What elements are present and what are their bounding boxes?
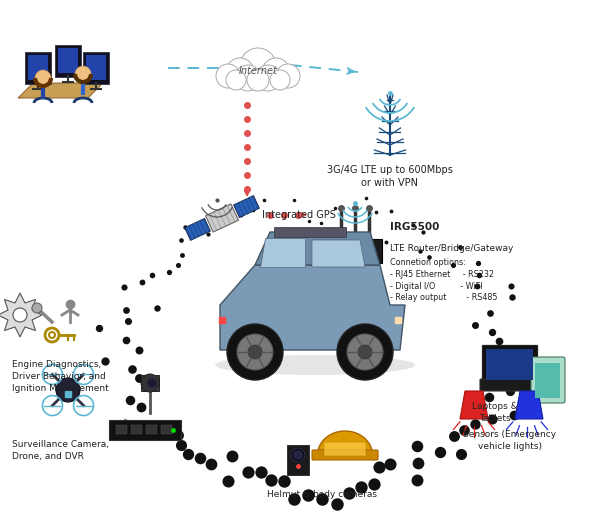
- FancyBboxPatch shape: [83, 52, 109, 84]
- FancyBboxPatch shape: [536, 362, 561, 397]
- Polygon shape: [0, 293, 42, 337]
- FancyBboxPatch shape: [531, 357, 565, 403]
- Circle shape: [75, 66, 91, 82]
- Circle shape: [13, 308, 27, 322]
- Circle shape: [235, 65, 261, 91]
- Circle shape: [240, 48, 276, 84]
- Text: Sensors (Emergency
vehicle lights): Sensors (Emergency vehicle lights): [463, 430, 556, 451]
- Circle shape: [347, 334, 383, 370]
- Circle shape: [226, 70, 246, 90]
- FancyBboxPatch shape: [324, 442, 366, 456]
- FancyBboxPatch shape: [116, 425, 128, 434]
- FancyBboxPatch shape: [487, 348, 534, 379]
- Circle shape: [35, 70, 51, 86]
- Circle shape: [227, 324, 283, 380]
- Text: Laptops &
Tablets: Laptops & Tablets: [472, 402, 518, 423]
- Polygon shape: [260, 238, 305, 267]
- Circle shape: [294, 451, 302, 459]
- Circle shape: [56, 378, 80, 402]
- Circle shape: [255, 65, 281, 91]
- FancyBboxPatch shape: [109, 420, 181, 440]
- Polygon shape: [318, 431, 373, 455]
- Circle shape: [237, 334, 273, 370]
- Text: Surveillance Camera,
Drone, and DVR: Surveillance Camera, Drone, and DVR: [12, 440, 109, 461]
- Polygon shape: [255, 232, 380, 265]
- FancyBboxPatch shape: [131, 425, 143, 434]
- Circle shape: [291, 448, 305, 462]
- Text: 3G/4G LTE up to 600Mbps
or with VPN: 3G/4G LTE up to 600Mbps or with VPN: [327, 165, 453, 188]
- Ellipse shape: [215, 355, 415, 375]
- FancyBboxPatch shape: [482, 345, 537, 384]
- Circle shape: [247, 69, 269, 91]
- FancyBboxPatch shape: [58, 48, 78, 73]
- Circle shape: [216, 64, 240, 88]
- Polygon shape: [205, 204, 238, 232]
- Polygon shape: [515, 391, 543, 419]
- Text: Engine Diagnostics,
Driver Behavior, and
Ignition Management: Engine Diagnostics, Driver Behavior, and…: [12, 360, 109, 393]
- Text: Integrated GPS: Integrated GPS: [262, 210, 336, 220]
- Polygon shape: [233, 196, 260, 218]
- Text: Connetion options:
- RJ45 Ethernet     - RS232
- Digital I/O          - WiFI
- R: Connetion options: - RJ45 Ethernet - RS2…: [390, 258, 497, 302]
- Circle shape: [248, 345, 262, 359]
- FancyBboxPatch shape: [328, 239, 382, 263]
- FancyBboxPatch shape: [480, 379, 540, 391]
- FancyBboxPatch shape: [146, 425, 158, 434]
- Circle shape: [147, 378, 157, 388]
- Text: IRG5500: IRG5500: [390, 222, 439, 232]
- Circle shape: [32, 303, 42, 313]
- Polygon shape: [312, 240, 365, 267]
- Polygon shape: [460, 391, 488, 419]
- Text: Helmut & body cameras: Helmut & body cameras: [267, 490, 377, 499]
- Circle shape: [226, 58, 254, 86]
- FancyBboxPatch shape: [86, 55, 106, 80]
- Circle shape: [358, 345, 372, 359]
- FancyBboxPatch shape: [55, 45, 81, 77]
- Circle shape: [141, 374, 159, 392]
- FancyBboxPatch shape: [312, 450, 378, 460]
- Circle shape: [270, 70, 290, 90]
- FancyBboxPatch shape: [25, 52, 51, 84]
- Text: Internet: Internet: [239, 66, 278, 76]
- FancyBboxPatch shape: [274, 227, 346, 237]
- Polygon shape: [220, 265, 405, 350]
- Polygon shape: [18, 83, 103, 98]
- FancyBboxPatch shape: [141, 375, 159, 391]
- Circle shape: [276, 64, 300, 88]
- Circle shape: [262, 58, 290, 86]
- FancyBboxPatch shape: [28, 55, 48, 80]
- FancyBboxPatch shape: [162, 425, 173, 434]
- Circle shape: [337, 324, 393, 380]
- Text: LTE Router/Bridge/Gateway: LTE Router/Bridge/Gateway: [390, 244, 513, 253]
- FancyBboxPatch shape: [287, 445, 309, 475]
- Polygon shape: [184, 219, 211, 240]
